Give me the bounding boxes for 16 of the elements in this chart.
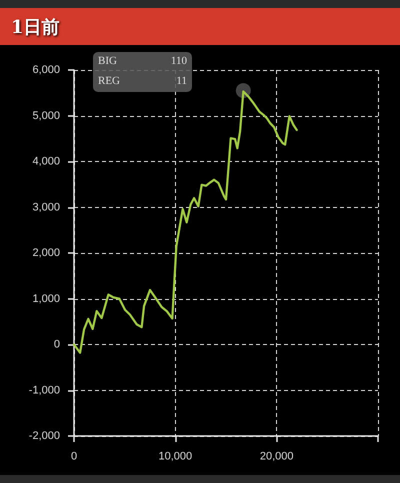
y-tick-label: 1,000: [32, 292, 60, 305]
y-tick-label: 2,000: [32, 247, 60, 259]
info-box: BIG 110 REG 11: [93, 52, 192, 92]
y-tick-label: 0: [54, 338, 60, 350]
y-tick-label: 6,000: [32, 64, 60, 76]
x-tick-label: 10,000: [158, 450, 192, 462]
annotation: REG: [98, 75, 120, 88]
y-tick-label: 5,000: [32, 110, 60, 122]
y-tick-label: 3,000: [32, 201, 60, 214]
y-tick-label: -1,000: [28, 384, 60, 396]
x-tick-label: 20,000: [260, 450, 294, 462]
y-tick-label: 4,000: [32, 156, 60, 168]
annotation: 11: [176, 75, 187, 88]
y-tick-label: -2,000: [28, 430, 60, 442]
chart-title: 1日前: [11, 16, 60, 38]
x-tick-label: 0: [70, 450, 78, 462]
